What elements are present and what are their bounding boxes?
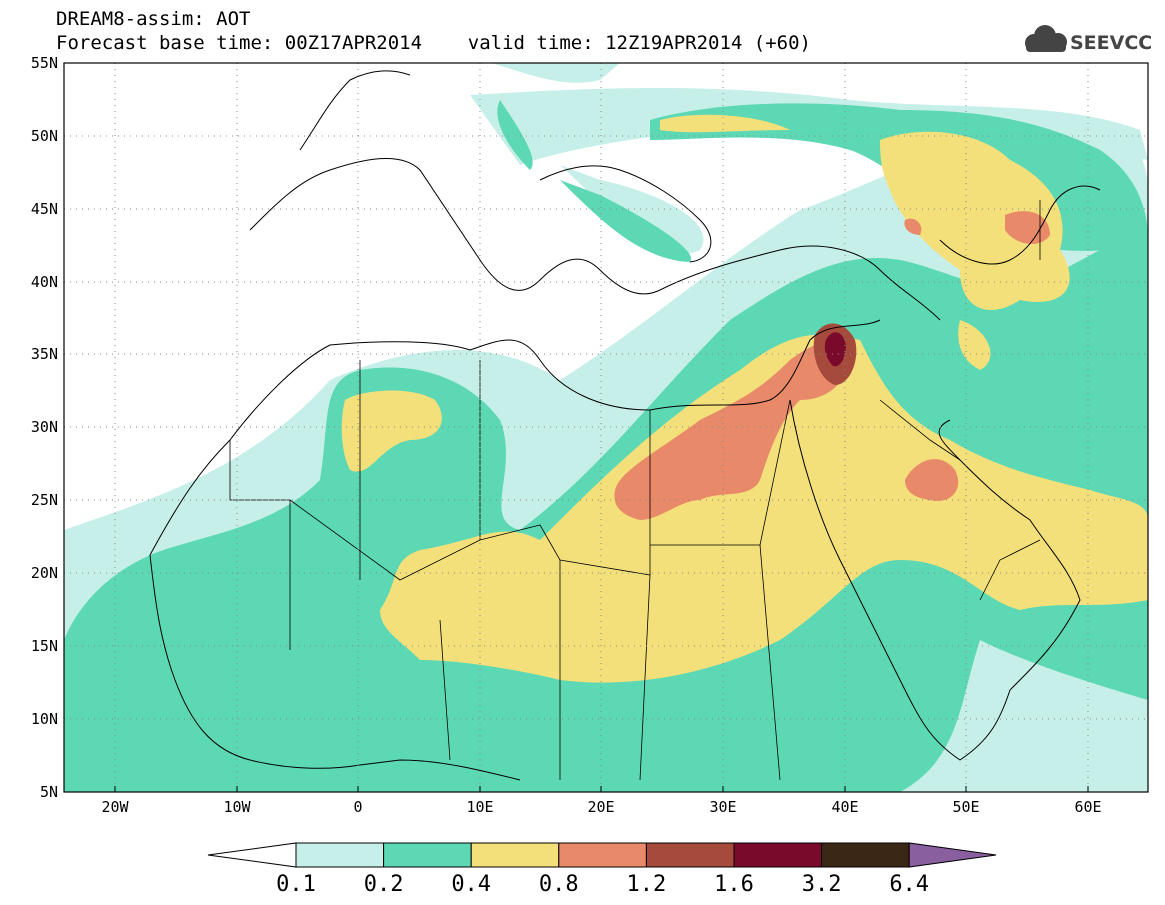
legend-swatch [558,842,647,868]
cloud-icon [1025,25,1067,52]
lat-label: 50N [31,127,58,145]
lat-label: 45N [31,200,58,218]
map-frame [63,62,1149,793]
lat-label: 25N [31,491,58,509]
legend-label: 0.1 [276,872,316,897]
legend-label: 0.2 [364,872,404,897]
legend-label: 3.2 [802,872,842,897]
aot-field [64,63,1148,792]
lon-label: 50E [952,798,979,816]
lon-label: 20W [101,798,129,816]
title-line-2: Forecast base time: 00Z17APR2014 valid t… [56,32,811,54]
lon-label: 10E [466,798,493,816]
legend-swatch [821,842,910,868]
logo-text: SEEVCCC [1070,32,1153,54]
legend-label: 0.4 [451,872,491,897]
lat-label: 30N [31,418,58,436]
legend-swatch [295,842,385,868]
country-borders [229,200,1041,781]
lon-label: 20E [587,798,614,816]
legend-swatch [645,842,735,868]
legend-label: 1.2 [627,872,667,897]
lat-labels: 5N 10N 15N 20N 25N 30N 35N 40N 45N 50N 5… [31,54,58,801]
legend-swatch [470,842,560,868]
lat-label: 15N [31,637,58,655]
lat-label: 10N [31,710,58,728]
lat-label: 35N [31,345,58,363]
color-legend [207,842,997,868]
graticule [64,63,1148,792]
lon-labels: 20W 10W 0 10E 20E 30E 40E 50E 60E [101,798,1101,816]
legend-label: 1.6 [714,872,754,897]
axis-ticks [114,786,1089,792]
legend-label: 0.8 [539,872,579,897]
title-line-1: DREAM8-assim: AOT [56,8,251,30]
legend-swatch [383,842,472,868]
legend-swatch [733,842,823,868]
lon-label: 30E [709,798,736,816]
legend-arrow-low [207,842,297,868]
lat-label: 40N [31,273,58,291]
coastlines [149,70,1101,781]
legend-arrow-high [908,842,997,868]
legend-labels: 0.1 0.2 0.4 0.8 1.2 1.6 3.2 6.4 [276,872,929,897]
seevccc-logo: SEEVCCC [1025,25,1153,54]
lon-label: 60E [1074,798,1101,816]
lat-label: 20N [31,564,58,582]
lat-label: 5N [40,783,58,801]
lon-label: 40E [831,798,858,816]
legend-label: 6.4 [889,872,929,897]
lat-label: 55N [31,54,58,72]
lon-label: 10W [223,798,251,816]
lon-label: 0 [353,798,362,816]
